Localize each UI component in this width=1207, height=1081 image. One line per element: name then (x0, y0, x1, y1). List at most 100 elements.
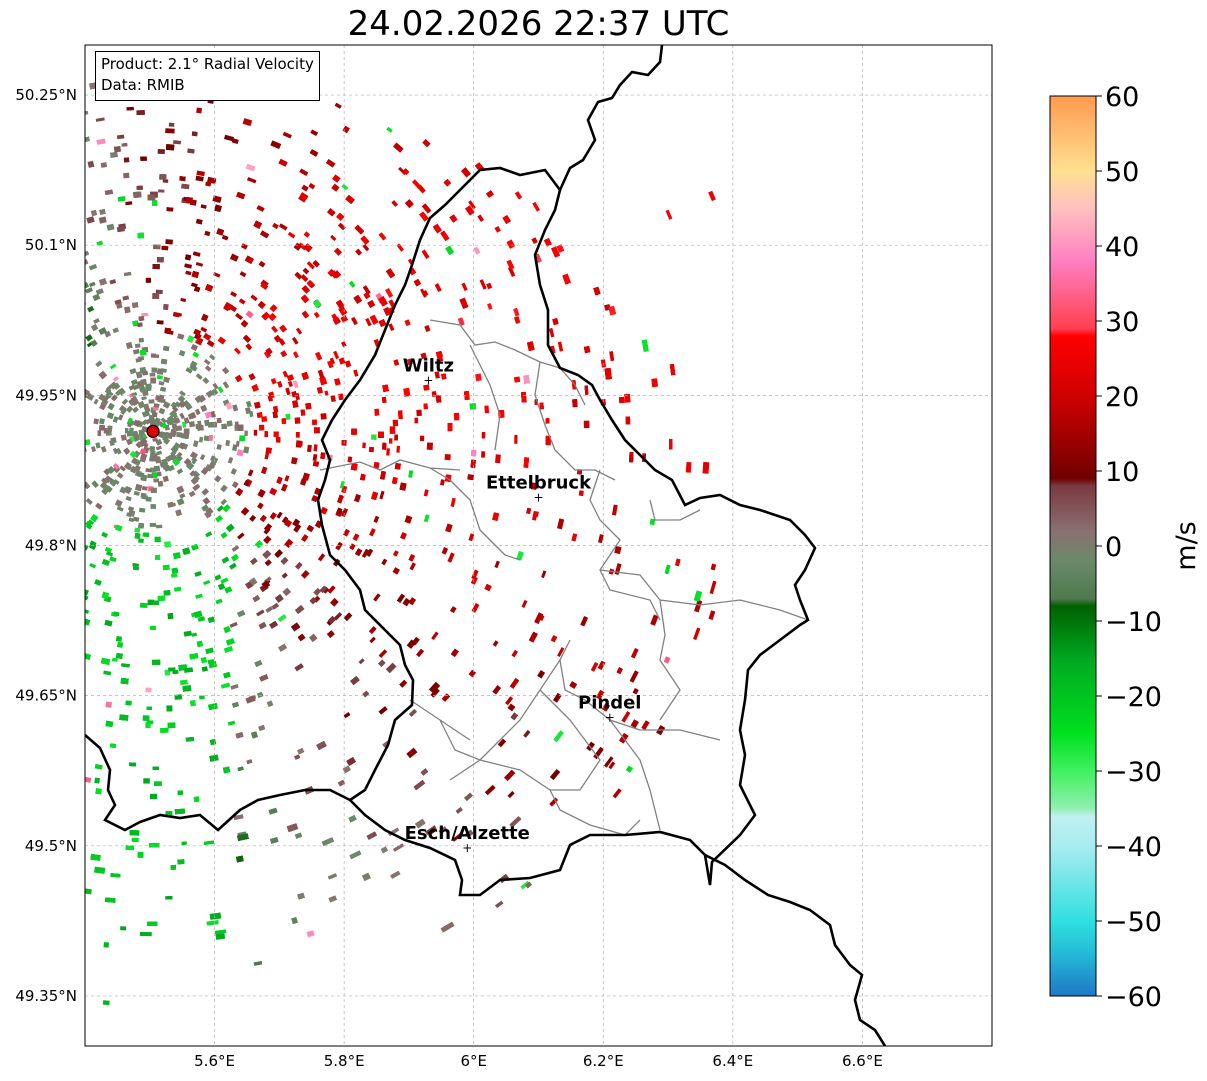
echo-cell (149, 843, 160, 848)
echo-cell (85, 446, 87, 453)
echo-cell (179, 412, 185, 419)
echo-cell (90, 445, 97, 453)
echo-cell (295, 440, 302, 448)
echo-cell (223, 671, 231, 679)
echo-cell (270, 837, 279, 844)
echo-cell (505, 696, 514, 706)
echo-cell (455, 807, 463, 814)
echo-cell (177, 790, 183, 795)
echo-cell (113, 146, 121, 153)
echo-cell (137, 356, 145, 361)
echo-cell (193, 796, 200, 803)
echo-cell (221, 423, 227, 430)
echo-cell (545, 418, 550, 424)
echo-cell (331, 183, 340, 192)
echo-cell (137, 322, 143, 328)
echo-cell (319, 376, 328, 386)
echo-cell (534, 612, 544, 625)
colorbar-tick-label: 20 (1105, 382, 1139, 413)
echo-cell (355, 248, 362, 256)
echo-cell (415, 818, 426, 829)
echo-cell (164, 541, 172, 548)
echo-cell (416, 648, 424, 658)
echo-cell (276, 511, 283, 519)
echo-cell (231, 481, 239, 489)
echo-cell (264, 559, 272, 567)
echo-cell (249, 411, 254, 417)
echo-cell (391, 476, 398, 485)
echo-cell (174, 808, 185, 815)
echo-cell (423, 384, 430, 391)
echo-cell (115, 636, 122, 642)
colorbar-tick-label: −50 (1105, 907, 1162, 938)
echo-cell (269, 620, 278, 629)
echo-cell (457, 317, 465, 326)
echo-cell (119, 465, 126, 472)
echo-cell (507, 703, 516, 712)
echo-cell (227, 720, 236, 726)
echo-cell (150, 793, 158, 800)
echo-cell (203, 435, 211, 442)
echo-cell (222, 504, 231, 513)
echo-cell (351, 428, 357, 435)
echo-cell (76, 566, 84, 574)
echo-cell (106, 551, 113, 557)
echo-cell (208, 660, 218, 669)
echo-cell (523, 374, 530, 384)
echo-cell (373, 593, 381, 602)
colorbar-gradient (1049, 95, 1097, 997)
echo-cell (103, 395, 110, 403)
echo-cell (292, 337, 299, 345)
echo-cell (385, 662, 397, 674)
echo-cell (470, 576, 478, 585)
echo-cell (112, 463, 120, 470)
echo-cell (85, 608, 89, 614)
echo-cell (176, 431, 183, 438)
echo-cell (215, 598, 223, 605)
echo-cell (240, 319, 249, 328)
echo-cell (85, 386, 86, 395)
echo-cell (685, 461, 692, 473)
echo-cell (222, 766, 231, 774)
echo-cell (95, 288, 104, 295)
echo-cell (341, 183, 349, 191)
colorbar-tick-label: 60 (1105, 82, 1139, 113)
data-source-text: Data: RMIB (101, 76, 185, 94)
echo-cell (523, 457, 530, 468)
echo-cell (557, 518, 565, 530)
echo-cell (281, 516, 289, 524)
echo-cell (477, 214, 484, 222)
echo-cell (158, 407, 166, 415)
echo-cell (176, 498, 185, 506)
echo-cell (301, 285, 311, 294)
echo-cell (306, 524, 314, 533)
city-label: Esch/Alzette (405, 823, 530, 844)
echo-cell (366, 831, 377, 840)
echo-cell (230, 684, 239, 690)
echo-cell (285, 387, 291, 396)
echo-cell (282, 370, 289, 378)
echo-cell (301, 184, 309, 192)
echo-cell (392, 419, 399, 427)
city-marker: + (533, 490, 543, 504)
echo-cell (341, 341, 347, 348)
echo-cell (641, 339, 649, 352)
echo-cell (160, 727, 169, 733)
echo-cell (98, 424, 106, 431)
echo-cell (128, 517, 135, 523)
echo-cell (336, 507, 343, 515)
echo-cell (93, 418, 99, 425)
echo-cell (514, 315, 521, 324)
echo-cell (694, 599, 703, 613)
echo-cell (350, 463, 358, 471)
echo-cell (72, 331, 80, 339)
echo-cell (404, 199, 414, 209)
echo-cell (105, 720, 114, 728)
echo-cell (75, 513, 82, 519)
echo-cell (203, 840, 215, 845)
echo-cell (267, 395, 273, 402)
echo-cell (142, 532, 150, 537)
colorbar-tick-label: 30 (1105, 307, 1139, 338)
echo-cell (423, 403, 428, 410)
echo-cell (385, 268, 396, 279)
